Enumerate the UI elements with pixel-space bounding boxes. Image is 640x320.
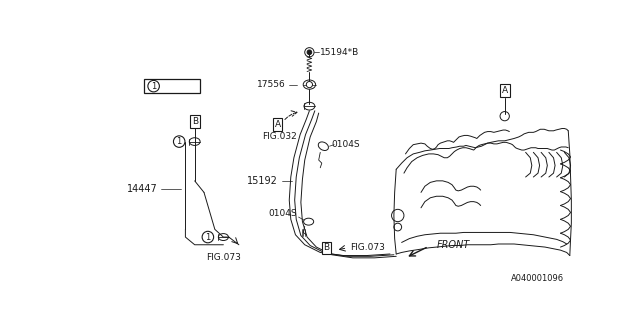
Text: 1: 1: [151, 82, 156, 91]
Text: 15194*B: 15194*B: [320, 48, 360, 57]
Circle shape: [307, 50, 312, 55]
Circle shape: [307, 82, 312, 88]
Text: A040001096: A040001096: [511, 274, 564, 283]
Text: 0104S: 0104S: [332, 140, 360, 149]
Text: 15192: 15192: [247, 176, 278, 186]
Text: 14447: 14447: [127, 184, 157, 194]
Text: FIG.032: FIG.032: [262, 132, 298, 141]
FancyBboxPatch shape: [145, 79, 200, 93]
Text: 0923S: 0923S: [165, 81, 196, 91]
Text: 0104S: 0104S: [268, 210, 297, 219]
Text: B: B: [323, 243, 330, 252]
Text: 1: 1: [205, 233, 211, 242]
Text: FRONT: FRONT: [436, 240, 470, 250]
Text: A: A: [502, 86, 508, 95]
Text: A: A: [275, 120, 281, 129]
Text: B: B: [191, 117, 198, 126]
Text: 1: 1: [177, 137, 182, 146]
Text: FIG.073: FIG.073: [349, 243, 385, 252]
Text: 17556: 17556: [257, 80, 285, 89]
Text: FIG.073: FIG.073: [206, 253, 241, 262]
